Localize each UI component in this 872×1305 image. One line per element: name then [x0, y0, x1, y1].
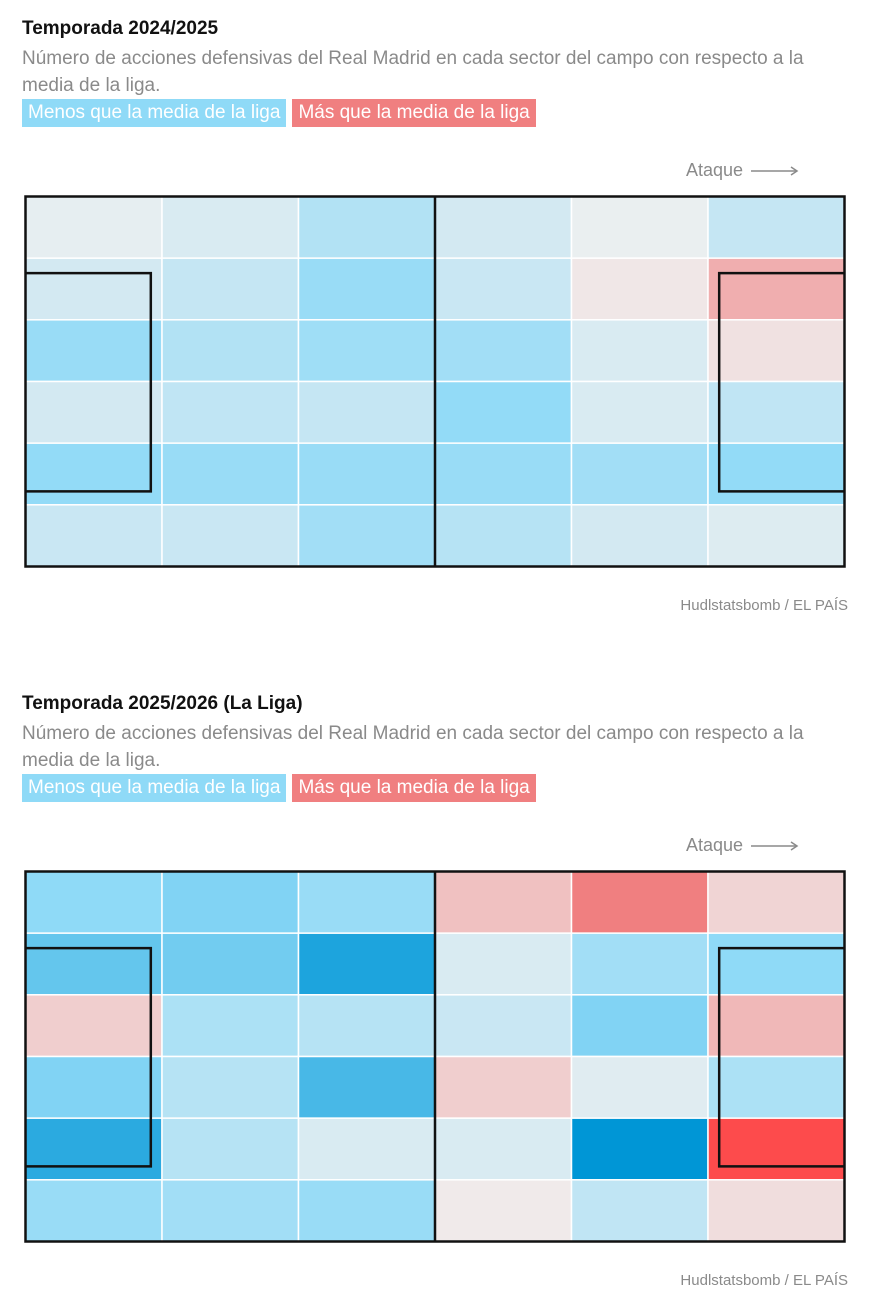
heatmap-cell-r0-c3 [434, 195, 573, 259]
heatmap-cell-r5-c0 [24, 504, 163, 568]
heatmap-cell-r4-c3 [434, 442, 573, 506]
heatmap-cell-r3-c2 [297, 1055, 436, 1119]
heatmap-cell-r2-c5 [707, 994, 846, 1058]
heatmap-cell-r1-c1 [161, 257, 300, 321]
legend: Menos que la media de la liga Más que la… [22, 774, 536, 802]
heatmap-cell-r2-c2 [297, 319, 436, 383]
heatmap-cell-r0-c2 [297, 195, 436, 259]
penalty-box-left [25, 946, 153, 1168]
attack-direction: Ataque [686, 835, 799, 856]
heatmap-cell-r3-c1 [161, 1055, 300, 1119]
chart-subtitle: Número de acciones defensivas del Real M… [22, 723, 804, 771]
heatmap-cell-r3-c2 [297, 380, 436, 444]
heatmap-cell-r3-c3 [434, 380, 573, 444]
heatmap-cell-r4-c5 [707, 1117, 846, 1181]
heatmap-cell-r0-c1 [161, 870, 300, 934]
penalty-box-right [717, 271, 845, 493]
heatmap-cell-r3-c5 [707, 1055, 846, 1119]
heatmap-cell-r0-c0 [24, 195, 163, 259]
heatmap-cell-r3-c4 [570, 380, 709, 444]
heatmap-cell-r0-c2 [297, 870, 436, 934]
arrow-right-icon [751, 840, 799, 851]
heatmap-cell-r4-c1 [161, 442, 300, 506]
chart-subtitle: Número de acciones defensivas del Real M… [22, 48, 804, 96]
heatmap-cell-r1-c3 [434, 932, 573, 996]
penalty-box-right [717, 946, 845, 1168]
legend-less: Menos que la media de la liga [22, 774, 287, 802]
heatmap-cell-r5-c2 [297, 504, 436, 568]
heatmap-cell-r3-c0 [24, 380, 163, 444]
heatmap-cell-r3-c1 [161, 380, 300, 444]
heatmap-cell-r5-c4 [570, 504, 709, 568]
heatmap-cell-r1-c0 [24, 257, 163, 321]
heatmap-cell-r3-c0 [24, 1055, 163, 1119]
heatmap-cell-r5-c1 [161, 1179, 300, 1243]
pitch-heatmap [24, 195, 846, 568]
heatmap-cell-r2-c0 [24, 994, 163, 1058]
legend-less: Menos que la media de la liga [22, 99, 287, 127]
heatmap-cell-r1-c0 [24, 932, 163, 996]
heatmap-cell-r5-c1 [161, 504, 300, 568]
arrow-right-icon [751, 165, 799, 176]
heatmap-cell-r2-c4 [570, 319, 709, 383]
heatmap-cell-r5-c5 [707, 1179, 846, 1243]
heatmap-cell-r0-c5 [707, 870, 846, 934]
legend-more: Más que la media de la liga [292, 774, 536, 802]
heatmap-cell-r3-c3 [434, 1055, 573, 1119]
heatmap-cell-r2-c5 [707, 319, 846, 383]
chart-title: Temporada 2024/2025 [22, 18, 219, 39]
heatmap-cell-r5-c0 [24, 1179, 163, 1243]
chart-source: Hudlstatsbomb / EL PAÍS [680, 1272, 848, 1289]
heatmap-cell-r5-c3 [434, 1179, 573, 1243]
chart-source: Hudlstatsbomb / EL PAÍS [680, 597, 848, 614]
heatmap-cell-r0-c0 [24, 870, 163, 934]
heatmap-cell-r4-c0 [24, 1117, 163, 1181]
attack-direction: Ataque [686, 160, 799, 181]
heatmap-cell-r1-c3 [434, 257, 573, 321]
heatmap-cell-r4-c1 [161, 1117, 300, 1181]
heatmap-cell-r4-c2 [297, 442, 436, 506]
heatmap-cell-r2-c4 [570, 994, 709, 1058]
heatmap-cell-r0-c4 [570, 195, 709, 259]
heatmap-cell-r4-c4 [570, 1117, 709, 1181]
heatmap-cell-r2-c1 [161, 319, 300, 383]
legend: Menos que la media de la liga Más que la… [22, 99, 536, 127]
heatmap-cell-r4-c0 [24, 442, 163, 506]
heatmap-cell-r1-c5 [707, 257, 846, 321]
chart-title: Temporada 2025/2026 (La Liga) [22, 693, 303, 714]
heatmap-cell-r1-c4 [570, 257, 709, 321]
heatmap-cell-r4-c4 [570, 442, 709, 506]
heatmap-cell-r1-c1 [161, 932, 300, 996]
heatmap-cell-r5-c4 [570, 1179, 709, 1243]
heatmap-cell-r1-c4 [570, 932, 709, 996]
heatmap-cell-r1-c2 [297, 932, 436, 996]
heatmap-cell-r0-c5 [707, 195, 846, 259]
heatmap-cell-r4-c2 [297, 1117, 436, 1181]
heatmap-cell-r2-c0 [24, 319, 163, 383]
heatmap-cell-r4-c3 [434, 1117, 573, 1181]
legend-more: Más que la media de la liga [292, 99, 536, 127]
heatmap-cell-r0-c4 [570, 870, 709, 934]
attack-label: Ataque [686, 160, 744, 180]
heatmap-cell-r3-c4 [570, 1055, 709, 1119]
heatmap-cell-r2-c2 [297, 994, 436, 1058]
heatmap-cell-r5-c2 [297, 1179, 436, 1243]
heatmap-cell-r3-c5 [707, 380, 846, 444]
heatmap-cell-r1-c2 [297, 257, 436, 321]
heatmap-cell-r5-c3 [434, 504, 573, 568]
pitch-heatmap [24, 870, 846, 1243]
heatmap-cell-r1-c5 [707, 932, 846, 996]
heatmap-cell-r2-c3 [434, 319, 573, 383]
attack-label: Ataque [686, 835, 744, 855]
heatmap-cell-r5-c5 [707, 504, 846, 568]
heatmap-cell-r2-c3 [434, 994, 573, 1058]
heatmap-cell-r2-c1 [161, 994, 300, 1058]
penalty-box-left [25, 271, 153, 493]
heatmap-cell-r4-c5 [707, 442, 846, 506]
heatmap-cell-r0-c1 [161, 195, 300, 259]
heatmap-cell-r0-c3 [434, 870, 573, 934]
